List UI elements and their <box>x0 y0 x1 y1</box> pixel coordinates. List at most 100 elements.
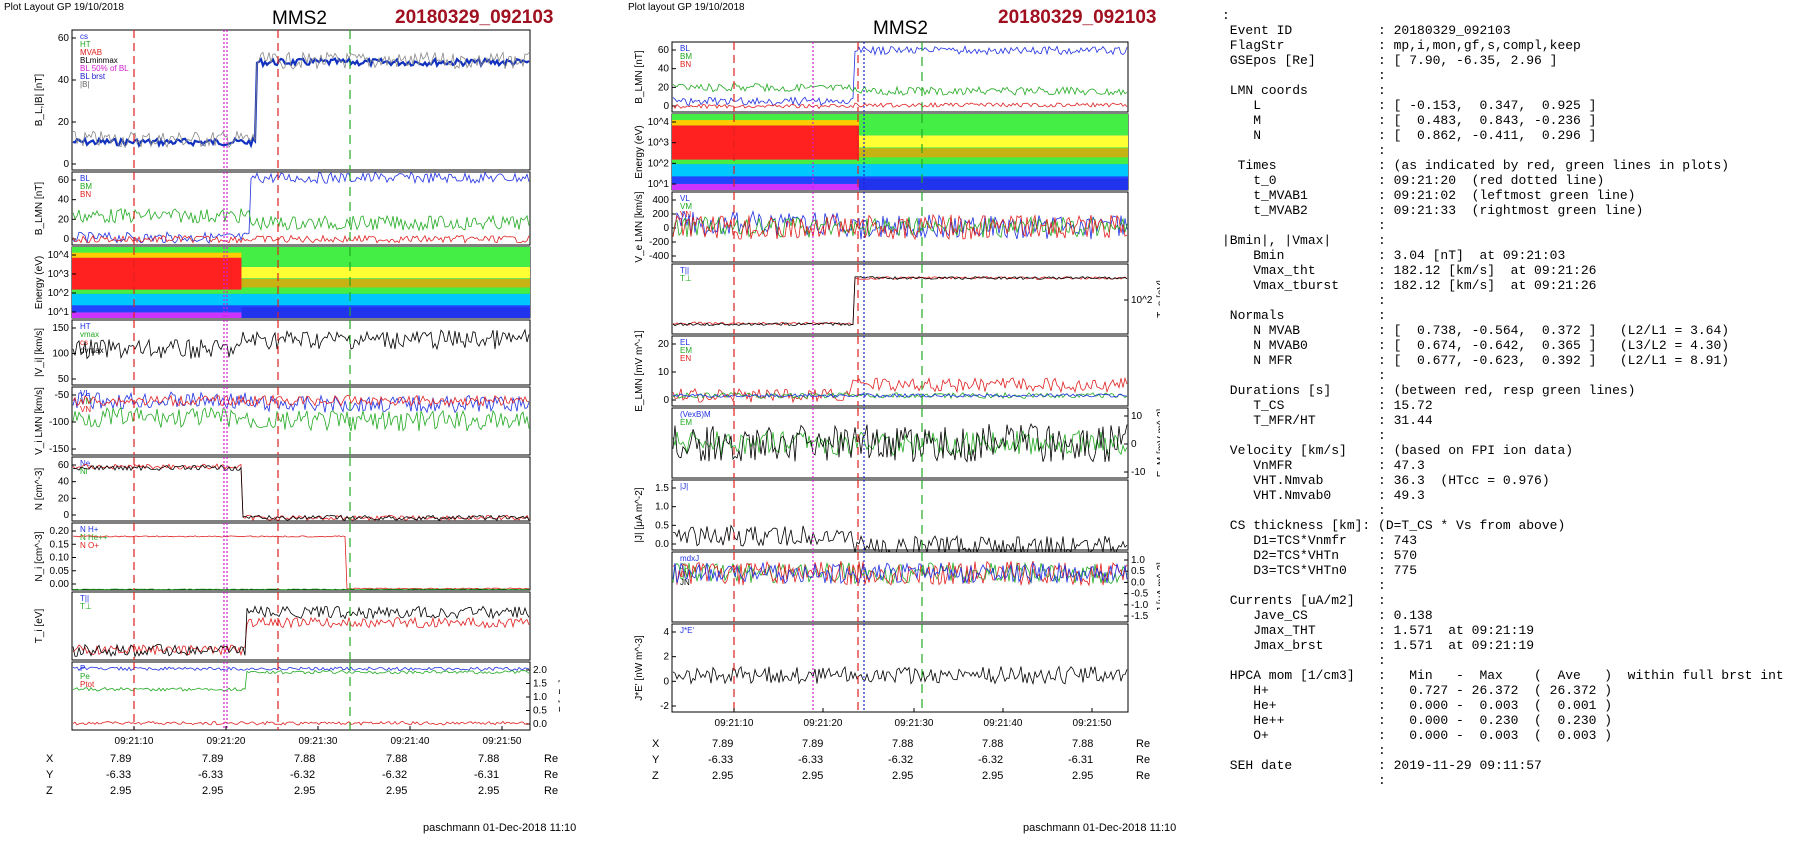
data-series-line <box>72 666 530 672</box>
info-table-line: Velocity [km/s] : (based on FPI ion data… <box>1222 443 1574 458</box>
y-tick-label: 10^2 <box>1131 295 1153 306</box>
y-tick-label: 40 <box>58 195 70 206</box>
pos-value: 2.95 <box>1072 770 1094 782</box>
y-tick-label: 100 <box>52 349 69 360</box>
y-axis-label: N_i [cm^-3] <box>34 531 45 581</box>
y-tick-label: 4 <box>663 627 669 638</box>
y-tick-label: 50 <box>58 374 70 385</box>
data-series-line <box>72 463 530 521</box>
pos-value: 2.95 <box>802 770 824 782</box>
info-table-line: D1=TCS*Vnmfr : 743 <box>1222 533 1418 548</box>
panel-frame <box>671 263 1129 335</box>
legend-entry: Pe <box>80 672 90 681</box>
legend-entry: N O+ <box>80 541 99 550</box>
info-table-line: SEH date : 2019-11-29 09:11:57 <box>1222 758 1542 773</box>
y-tick-label: 0.5 <box>655 520 669 531</box>
data-series-line <box>72 669 530 692</box>
y-tick-label: -200 <box>649 237 669 248</box>
pos-value: -6.33 <box>106 769 132 781</box>
y-tick-label: 0 <box>663 395 669 406</box>
pos-unit: Re <box>544 753 559 765</box>
data-series-line <box>72 720 530 726</box>
left-spacecraft-title: MMS2 <box>272 8 327 29</box>
y-axis-label: N [cm^-3] <box>34 468 45 511</box>
legend-entry: T|| <box>80 594 89 603</box>
data-series-line <box>72 171 530 244</box>
info-table-line: GSEpos [Re] : [ 7.90, -6.35, 2.96 ] <box>1222 53 1558 68</box>
y-tick-label: 0.5 <box>1131 566 1145 577</box>
y-tick-label: 1.0 <box>655 502 669 513</box>
legend-entry: BM <box>80 182 92 191</box>
legend-entry: N H+ <box>80 525 99 534</box>
y-axis-label: E_M [mV m^-2] <box>1156 408 1160 477</box>
legend-entry: MVAB <box>80 48 102 57</box>
pos-value: -6.33 <box>198 769 224 781</box>
pos-unit: Re <box>544 785 559 797</box>
y-tick-label: 10^1 <box>648 179 670 190</box>
y-tick-label: 0.05 <box>50 566 70 577</box>
x-tick-label: 09:21:40 <box>984 718 1023 729</box>
pos-unit: Re <box>1136 754 1151 766</box>
y-tick-label: 0 <box>663 676 669 687</box>
legend-entry: BM <box>680 52 692 61</box>
data-series-line <box>672 215 1128 238</box>
y-tick-label: -150 <box>49 444 69 455</box>
info-table-line: H+ : 0.727 - 26.372 ( 26.372 ) <box>1222 683 1613 698</box>
chart-panel-mid-8: 1.00.50.0-0.5-1.0-1.5 J [μA m^-2] mdxJJLJM… <box>671 551 1160 623</box>
legend-entry: T|| <box>680 266 689 275</box>
panel-frame <box>71 29 531 171</box>
pos-label-x: X <box>652 738 660 750</box>
panel-frame <box>671 335 1129 407</box>
y-tick-label: 0 <box>1131 439 1137 450</box>
chart-panel-mid-6: 10 0 -10 E_M [mV m^-2] (VexB)MEM <box>671 407 1160 479</box>
y-tick-label: 1.0 <box>1131 555 1145 566</box>
y-axis-label: T_e [eV] <box>1156 280 1160 318</box>
info-table-line: N MVAB : [ 0.738, -0.564, 0.372 ] (L2/L1… <box>1222 323 1730 338</box>
x-tick-label: 09:21:20 <box>207 736 246 745</box>
y-tick-label: 2 <box>663 652 669 663</box>
x-tick-label: 09:21:50 <box>1073 718 1112 729</box>
info-table-line: Durations [s] : (between red, resp green… <box>1222 383 1636 398</box>
pos-value: 2.95 <box>110 785 132 797</box>
y-tick-label: 0.0 <box>1131 577 1145 588</box>
info-table-line: : <box>1222 218 1386 233</box>
x-tick-label: 09:21:10 <box>715 718 754 729</box>
legend-entry: BLminmax <box>80 56 118 65</box>
legend-entry: VM <box>680 202 692 211</box>
info-table-line: |Bmin|, |Vmax| : <box>1222 233 1386 248</box>
info-table-line: N MVAB0 : [ 0.674, -0.642, 0.365 ] (L3/L… <box>1222 338 1730 353</box>
chart-panel-mid-9: 4 2 0 -2 J*E' [nW m^-3] J*E' <box>634 623 1129 713</box>
y-tick-label: 0 <box>663 101 669 112</box>
y-tick-label: 10^4 <box>648 117 670 128</box>
info-table-line: : <box>1222 68 1386 83</box>
data-series-line <box>672 561 1128 585</box>
info-table-line: N : [ 0.862, -0.411, 0.296 ] <box>1222 128 1597 143</box>
spectrogram-band <box>72 293 530 306</box>
info-table-line: Jmax_THT : 1.571 at 09:21:19 <box>1222 623 1535 638</box>
y-tick-label: 0.5 <box>533 706 547 717</box>
legend-entry: Ni <box>80 467 88 476</box>
legend-entry: BN <box>80 190 91 199</box>
legend-entry: JN <box>680 578 690 587</box>
y-tick-label: 10^3 <box>648 138 670 149</box>
pos-label-x: X <box>46 753 54 765</box>
info-table-line: CS thickness [km]: (D=T_CS * Vs from abo… <box>1222 518 1566 533</box>
data-series-line <box>72 207 530 232</box>
info-table-line: : <box>1222 428 1386 443</box>
info-table-line: : <box>1222 368 1386 383</box>
y-tick-label: 150 <box>52 323 69 334</box>
legend-entry: mdxJ <box>680 554 699 563</box>
spectrogram-warm-region <box>72 252 242 258</box>
y-tick-label: 10^2 <box>48 288 70 299</box>
pos-value: 7.88 <box>294 753 316 765</box>
info-table-line: VHT.Nmvab0 : 49.3 <box>1222 488 1425 503</box>
mid-layout-label: Plot layout GP 19/10/2018 <box>628 2 745 13</box>
y-tick-label: 10 <box>1131 411 1143 422</box>
y-tick-label: -1.5 <box>1131 611 1149 622</box>
legend-entry: BL <box>680 44 690 53</box>
info-table-line: D2=TCS*VHTn : 570 <box>1222 548 1418 563</box>
